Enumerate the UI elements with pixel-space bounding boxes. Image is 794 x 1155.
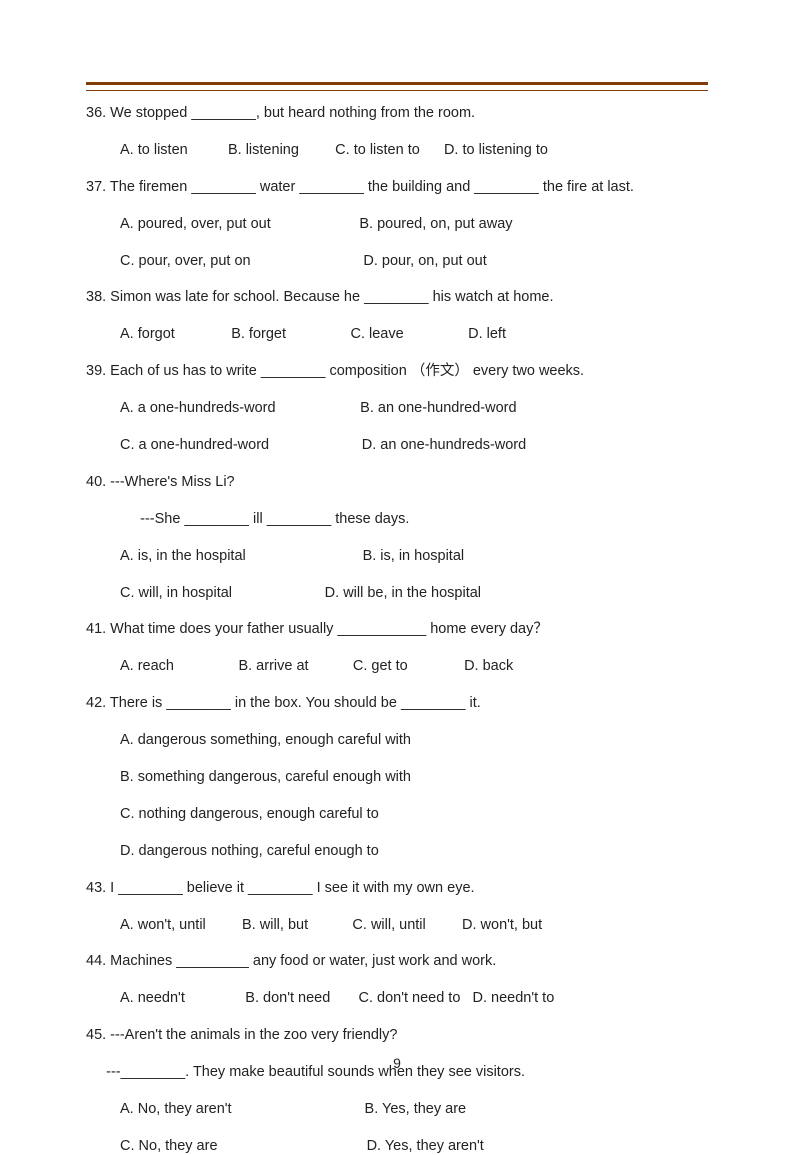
question-line: 36. We stopped ________, but heard nothi…: [86, 105, 708, 122]
option-line: A. is, in the hospital B. is, in hospita…: [86, 548, 708, 565]
option-line: D. dangerous nothing, careful enough to: [86, 843, 708, 860]
question-line: 38. Simon was late for school. Because h…: [86, 289, 708, 306]
question-line: 44. Machines _________ any food or water…: [86, 953, 708, 970]
option-line: A. a one-hundreds-word B. an one-hundred…: [86, 400, 708, 417]
page-number: 9: [0, 1055, 794, 1071]
option-line: C. will, in hospital D. will be, in the …: [86, 585, 708, 602]
top-rule-thick: [86, 82, 708, 85]
option-line: ---She ________ ill ________ these days.: [86, 511, 708, 528]
option-line: A. No, they aren't B. Yes, they are: [86, 1101, 708, 1118]
question-line: 41. What time does your father usually _…: [86, 621, 708, 638]
question-line: 45. ---Aren't the animals in the zoo ver…: [86, 1027, 708, 1044]
question-line: 37. The firemen ________ water ________ …: [86, 179, 708, 196]
question-line: 40. ---Where's Miss Li?: [86, 474, 708, 491]
page-container: 36. We stopped ________, but heard nothi…: [0, 0, 794, 1123]
question-line: 42. There is ________ in the box. You sh…: [86, 695, 708, 712]
option-line: C. No, they are D. Yes, they aren't: [86, 1138, 708, 1155]
question-line: 43. I ________ believe it ________ I see…: [86, 880, 708, 897]
question-line: 39. Each of us has to write ________ com…: [86, 363, 708, 380]
option-line: A. won't, until B. will, but C. will, un…: [86, 917, 708, 934]
top-rule-thin: [86, 90, 708, 91]
option-line: C. a one-hundred-word D. an one-hundreds…: [86, 437, 708, 454]
option-line: A. to listen B. listening C. to listen t…: [86, 142, 708, 159]
option-line: B. something dangerous, careful enough w…: [86, 769, 708, 786]
option-line: A. reach B. arrive at C. get to D. back: [86, 658, 708, 675]
content-area: 36. We stopped ________, but heard nothi…: [86, 105, 708, 1043]
option-line: A. forgot B. forget C. leave D. left: [86, 326, 708, 343]
option-line: A. dangerous something, enough careful w…: [86, 732, 708, 749]
option-line: C. pour, over, put on D. pour, on, put o…: [86, 253, 708, 270]
option-line: C. nothing dangerous, enough careful to: [86, 806, 708, 823]
option-line: A. needn't B. don't need C. don't need t…: [86, 990, 708, 1007]
option-line: A. poured, over, put out B. poured, on, …: [86, 216, 708, 233]
